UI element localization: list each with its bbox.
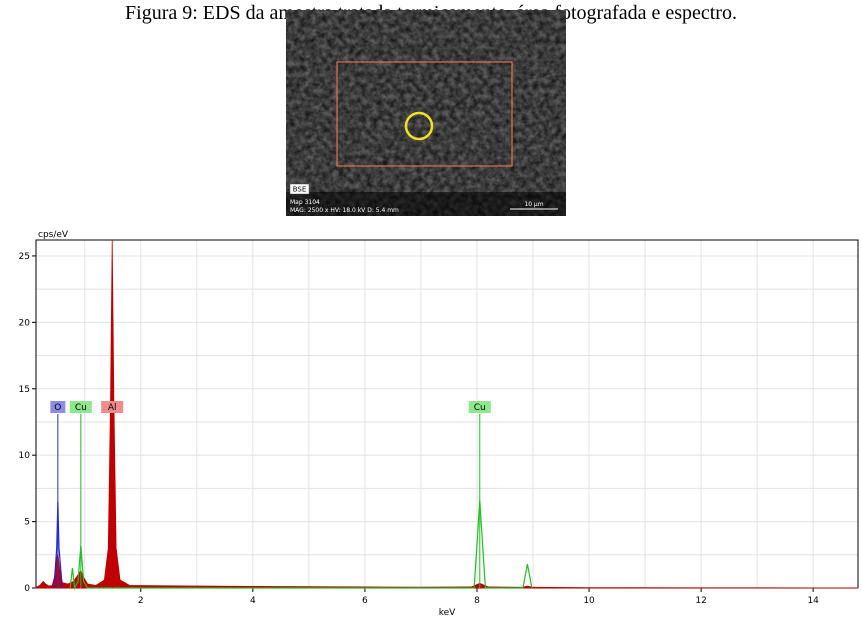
element-spectrum xyxy=(70,500,532,588)
x-tick-label: 12 xyxy=(695,596,706,606)
y-tick-label: 15 xyxy=(19,385,30,395)
y-tick-label: 10 xyxy=(19,451,31,461)
sem-image: BSE Map 3104 MAG: 2500 x HV: 18.0 kV D: … xyxy=(286,10,566,216)
y-tick-label: 5 xyxy=(24,518,30,528)
element-label: Cu xyxy=(474,403,486,413)
element-label: Cu xyxy=(75,403,87,413)
info-label: MAG: 2500 x HV: 18.0 kV D: 5.4 mm xyxy=(290,207,399,214)
x-tick-label: 8 xyxy=(474,596,480,606)
element-label: Al xyxy=(108,403,117,413)
spectrum-area xyxy=(36,240,858,588)
y-tick-label: 0 xyxy=(24,584,30,594)
x-tick-label: 2 xyxy=(138,596,144,606)
page: Figura 9: EDS da amostra tratada termica… xyxy=(0,0,862,619)
sem-shade xyxy=(286,10,566,216)
map-label: Map 3104 xyxy=(290,199,320,206)
scale-label: 10 µm xyxy=(524,201,543,208)
x-tick-label: 14 xyxy=(807,596,819,606)
x-tick-label: 10 xyxy=(583,596,595,606)
plot-frame xyxy=(36,240,858,588)
badge: BSE xyxy=(293,186,307,194)
y-tick-label: 25 xyxy=(19,252,30,262)
element-label: O xyxy=(54,403,61,413)
y-axis-label: cps/eV xyxy=(38,230,69,240)
x-axis-label: keV xyxy=(439,608,456,618)
x-tick-label: 4 xyxy=(250,596,256,606)
x-tick-label: 6 xyxy=(362,596,368,606)
y-tick-label: 20 xyxy=(19,318,31,328)
